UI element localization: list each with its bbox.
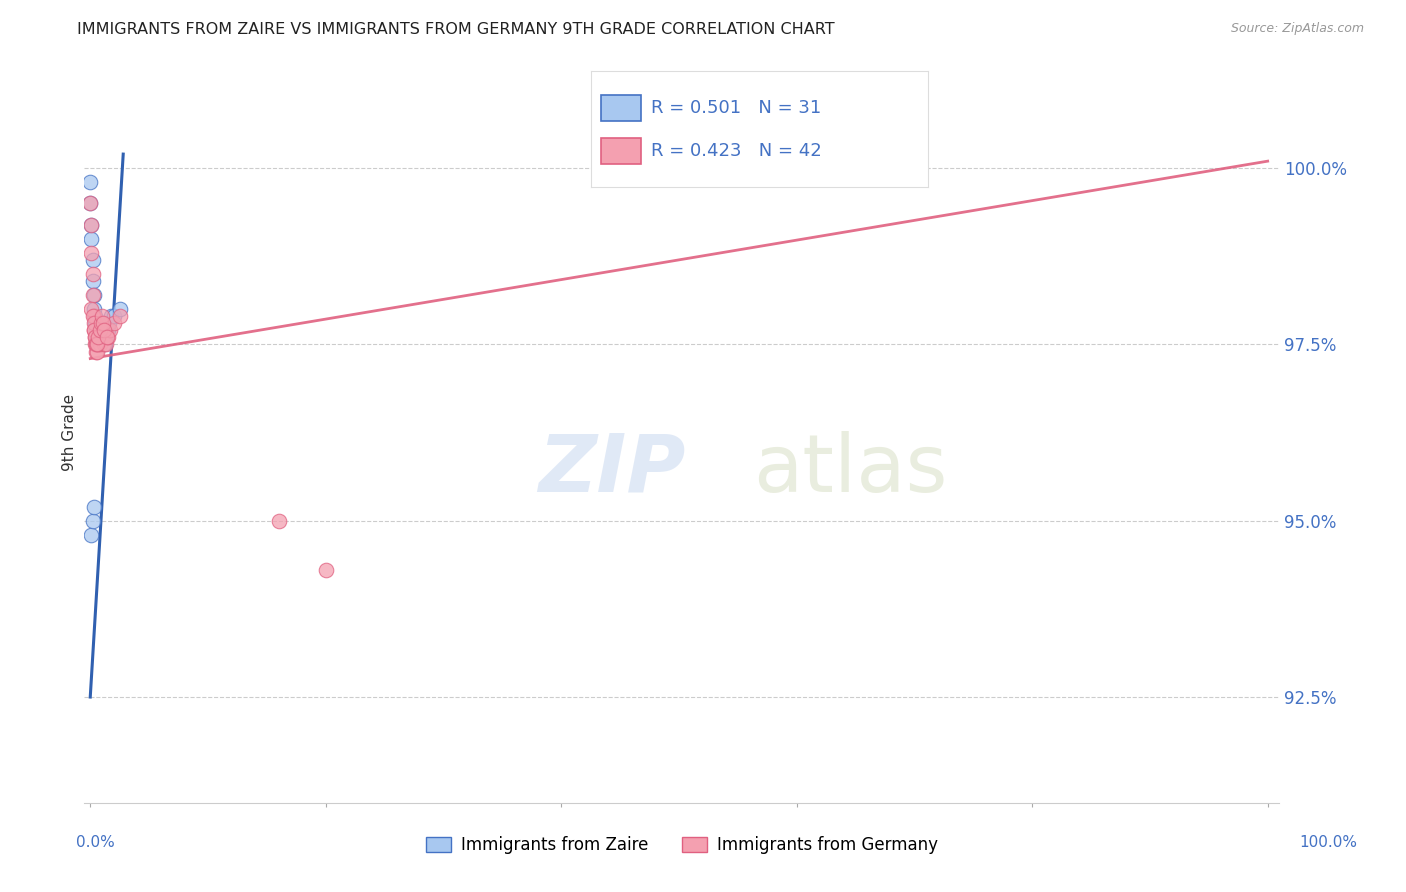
Point [315, 563, 337, 577]
Point [83, 302, 105, 317]
Text: atlas: atlas [754, 431, 948, 508]
Point [108, 310, 131, 324]
Point [84, 330, 107, 344]
Point [89, 337, 111, 351]
Point [82, 274, 104, 288]
Point [90, 316, 112, 330]
Text: R = 0.501   N = 31: R = 0.501 N = 31 [651, 99, 821, 117]
Text: Source: ZipAtlas.com: Source: ZipAtlas.com [1230, 22, 1364, 36]
Point [103, 316, 125, 330]
Point [84, 344, 107, 359]
Point [93, 323, 115, 337]
Text: IMMIGRANTS FROM ZAIRE VS IMMIGRANTS FROM GERMANY 9TH GRADE CORRELATION CHART: IMMIGRANTS FROM ZAIRE VS IMMIGRANTS FROM… [77, 22, 835, 37]
Point [79, 196, 101, 211]
Point [79, 196, 101, 211]
Point [79, 175, 101, 189]
Text: 0.0%: 0.0% [76, 836, 115, 850]
Text: ZIP: ZIP [538, 431, 686, 508]
Point [83, 288, 105, 302]
Point [87, 337, 110, 351]
Point [93, 337, 115, 351]
Point [727, 161, 749, 176]
Point [103, 310, 125, 324]
Bar [600, 138, 641, 164]
Point [93, 337, 115, 351]
Point [89, 330, 111, 344]
Point [83, 323, 105, 337]
Point [84, 330, 107, 344]
Point [87, 330, 110, 344]
Point [89, 323, 111, 337]
Point [80, 218, 103, 232]
Point [91, 330, 114, 344]
Point [91, 330, 114, 344]
Point [94, 330, 117, 344]
Bar [600, 95, 641, 120]
Point [82, 514, 104, 528]
Point [97, 323, 120, 337]
Point [82, 252, 104, 267]
Point [91, 323, 114, 337]
Point [96, 330, 118, 344]
Point [83, 323, 105, 337]
Point [91, 323, 114, 337]
Point [80, 245, 103, 260]
Point [98, 316, 121, 330]
Point [82, 310, 104, 324]
Point [84, 337, 107, 351]
Point [97, 330, 120, 344]
Point [80, 528, 103, 542]
Point [84, 337, 107, 351]
Point [94, 337, 117, 351]
Point [84, 337, 107, 351]
Point [91, 310, 114, 324]
Point [83, 316, 105, 330]
Point [80, 218, 103, 232]
Point [80, 232, 103, 246]
Text: R = 0.423   N = 42: R = 0.423 N = 42 [651, 142, 823, 160]
Point [86, 337, 108, 351]
Point [82, 267, 104, 281]
Point [84, 316, 107, 330]
Point [90, 330, 112, 344]
Legend: Immigrants from Zaire, Immigrants from Germany: Immigrants from Zaire, Immigrants from G… [419, 830, 945, 861]
Text: 100.0%: 100.0% [1299, 836, 1358, 850]
Point [108, 302, 131, 317]
Point [83, 500, 105, 514]
Point [100, 310, 122, 324]
Point [880, 161, 903, 176]
Point [86, 330, 108, 344]
Point [84, 310, 107, 324]
Point [90, 323, 112, 337]
Point [80, 302, 103, 317]
Point [84, 323, 107, 337]
Point [91, 323, 114, 337]
Point [89, 316, 111, 330]
Point [98, 323, 121, 337]
Point [91, 330, 114, 344]
Point [91, 316, 114, 330]
Point [87, 330, 110, 344]
Point [89, 323, 111, 337]
Y-axis label: 9th Grade: 9th Grade [62, 394, 77, 471]
Point [83, 310, 105, 324]
Point [84, 330, 107, 344]
Point [86, 344, 108, 359]
Point [82, 288, 104, 302]
Point [267, 514, 290, 528]
